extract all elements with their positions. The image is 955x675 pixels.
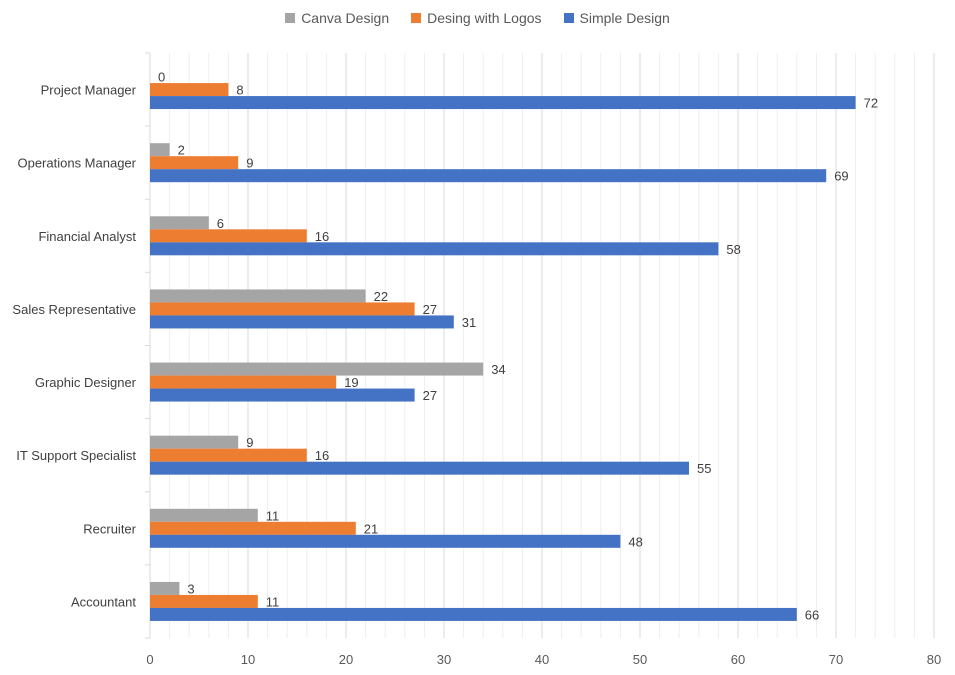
data-label: 69: [834, 169, 848, 184]
bar: [150, 83, 229, 97]
data-label: 6: [217, 216, 224, 231]
data-label: 16: [315, 229, 329, 244]
bar: [150, 289, 366, 303]
legend-swatch-simple-design: [563, 13, 574, 23]
data-label: 19: [344, 375, 358, 390]
bar: [150, 534, 621, 548]
category-label: Sales Representative: [12, 302, 136, 317]
category-label: Graphic Designer: [35, 375, 137, 390]
data-label: 55: [697, 461, 711, 476]
bar: [150, 375, 337, 389]
data-label: 11: [266, 508, 280, 523]
x-tick-label: 0: [146, 652, 153, 667]
x-tick-label: 20: [339, 652, 353, 667]
legend-item-simple-design: Simple Design: [563, 10, 670, 26]
bar: [150, 216, 209, 230]
data-label: 11: [266, 594, 280, 609]
data-label: 0: [158, 70, 165, 85]
data-label: 48: [628, 534, 642, 549]
category-label: Operations Manager: [17, 156, 136, 171]
x-tick-label: 50: [633, 652, 647, 667]
x-tick-label: 80: [927, 652, 941, 667]
data-label: 3: [187, 581, 194, 596]
legend-label-desing-with-logos: Desing with Logos: [427, 10, 542, 26]
bar: [150, 242, 719, 256]
bar: [150, 156, 239, 170]
bar: [150, 581, 180, 595]
x-tick-label: 70: [829, 652, 843, 667]
x-tick-label: 60: [731, 652, 745, 667]
category-label: Financial Analyst: [38, 229, 136, 244]
legend: Canva Design Desing with Logos Simple De…: [0, 10, 955, 26]
bar: [150, 302, 415, 316]
legend-item-desing-with-logos: Desing with Logos: [411, 10, 542, 26]
data-label: 2: [178, 143, 185, 158]
bar: [150, 388, 415, 402]
bar: [150, 508, 258, 522]
x-tick-label: 30: [437, 652, 451, 667]
category-label: Recruiter: [83, 521, 136, 536]
bar: [150, 448, 307, 462]
x-tick-label: 40: [535, 652, 549, 667]
legend-label-simple-design: Simple Design: [579, 10, 670, 26]
bar: [150, 435, 239, 449]
bar: [150, 607, 797, 621]
data-label: 66: [805, 607, 819, 622]
x-tick-label: 10: [241, 652, 255, 667]
bar: [150, 362, 484, 376]
bar: [150, 229, 307, 243]
data-label: 16: [315, 448, 329, 463]
bar: [150, 96, 856, 110]
legend-item-canva-design: Canva Design: [285, 10, 389, 26]
data-label: 27: [423, 388, 437, 403]
data-label: 8: [236, 83, 243, 98]
bar: [150, 143, 170, 157]
bar: [150, 594, 258, 608]
category-label: Project Manager: [41, 83, 137, 98]
data-label: 72: [864, 96, 878, 111]
data-label: 31: [462, 315, 476, 330]
data-label: 34: [491, 362, 505, 377]
bar: [150, 169, 827, 183]
data-label: 58: [726, 242, 740, 257]
category-label: IT Support Specialist: [16, 448, 136, 463]
data-label: 9: [246, 435, 253, 450]
bar: [150, 521, 356, 535]
legend-swatch-desing-with-logos: [411, 13, 422, 23]
category-label: Accountant: [71, 594, 136, 609]
bar: [150, 315, 454, 329]
data-label: 27: [423, 302, 437, 317]
data-label: 9: [246, 156, 253, 171]
data-label: 21: [364, 521, 378, 536]
legend-swatch-canva-design: [285, 13, 296, 23]
legend-label-canva-design: Canva Design: [301, 10, 390, 26]
bar: [150, 461, 689, 475]
data-label: 22: [374, 289, 388, 304]
